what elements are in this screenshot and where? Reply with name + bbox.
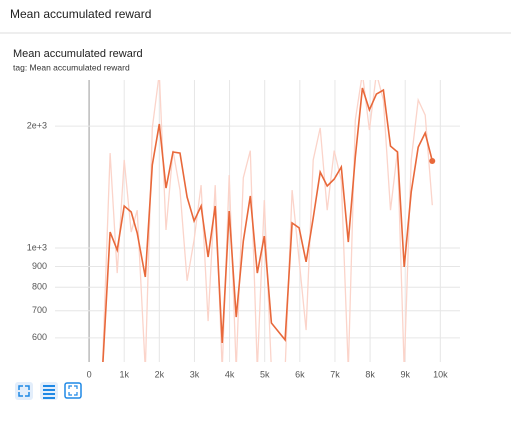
fit-button[interactable] [15,382,33,400]
series-line [102,87,434,362]
panel-title: Mean accumulated reward [10,7,151,21]
x-tick-label: 7k [330,369,340,379]
x-tick-label: 2k [155,369,165,379]
y-tick-label: 1e+3 [27,242,47,252]
x-tick-label: 5k [260,369,270,379]
x-tick-label: 3k [190,369,200,379]
series-line [101,80,433,362]
y-tick-label: 700 [32,305,47,315]
expand-icon [68,385,78,396]
x-tick-label: 0 [87,369,92,379]
chart-title: Mean accumulated reward [13,48,143,60]
expand-button[interactable] [64,382,82,399]
toolbar [15,382,82,400]
y-tick-label: 900 [32,261,47,271]
log-icon [43,385,55,399]
chart-subtitle: tag: Mean accumulated reward [13,62,130,72]
y-tick-label: 2e+3 [27,121,47,131]
plot [101,80,436,362]
last-point [429,158,436,165]
x-tick-label: 10k [433,369,448,379]
x-tick-label: 6k [295,369,305,379]
y-tick-label: 800 [32,282,47,292]
x-tick-label: 1k [119,369,129,379]
x-tick-label: 8k [365,369,375,379]
x-tick-label: 9k [400,369,410,379]
x-tick-label: 4k [225,369,235,379]
fit-icon [18,385,30,397]
y-tick-label: 600 [32,332,47,342]
